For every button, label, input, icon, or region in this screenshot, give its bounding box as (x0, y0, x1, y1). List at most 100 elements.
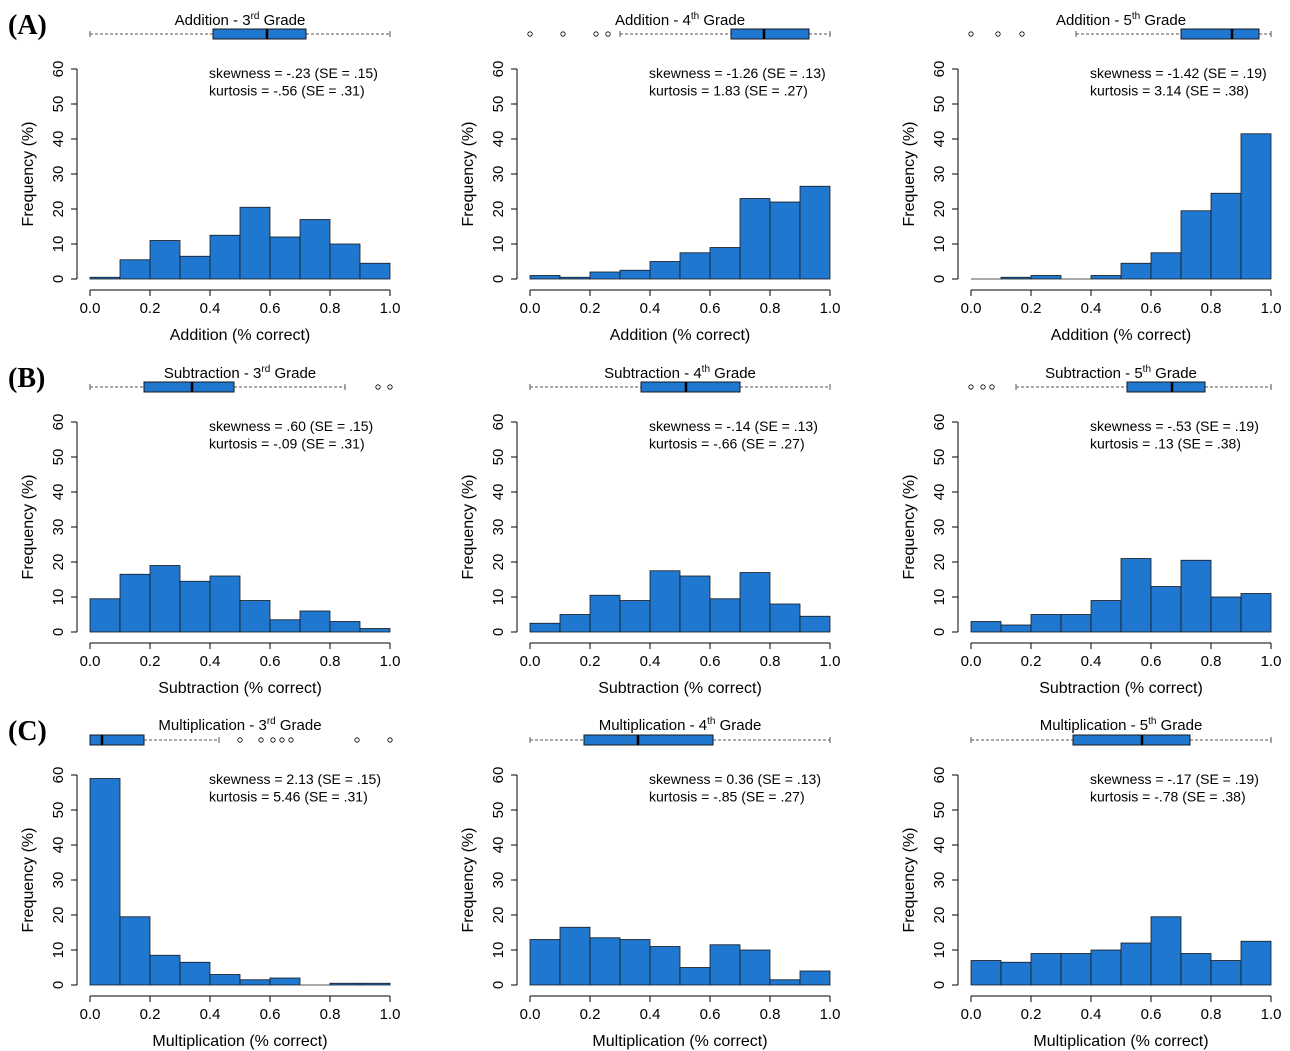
kurtosis-annotation: kurtosis = 3.14 (SE = .38) (1090, 82, 1249, 98)
x-axis-label: Multiplication (% correct) (592, 1033, 767, 1050)
panel-title: Subtraction - 4th Grade (604, 364, 756, 382)
histogram-bar (970, 621, 1002, 633)
histogram-bar (1120, 558, 1152, 633)
x-tick-label: 0.6 (1141, 653, 1162, 670)
histogram-bar (89, 276, 121, 280)
x-tick-label: 1.0 (820, 1006, 841, 1023)
y-tick-label: 0 (931, 628, 948, 636)
histogram-bar (739, 949, 771, 986)
boxplot-outlier (560, 31, 566, 37)
x-tick-label: 0.2 (1021, 653, 1042, 670)
y-tick-label: 30 (931, 872, 948, 889)
histogram-bar (329, 621, 361, 633)
y-tick-label: 10 (490, 236, 507, 253)
histogram-bar (589, 594, 621, 633)
histogram-bar (589, 937, 621, 986)
y-tick-label: 10 (931, 236, 948, 253)
kurtosis-annotation: kurtosis = 1.83 (SE = .27) (649, 82, 808, 98)
y-tick-label: 20 (50, 201, 67, 218)
histogram-panel-8: Multiplication - 4th Grade 0 10 20 30 40 50 60 F… (460, 716, 840, 1050)
y-tick-label: 30 (490, 519, 507, 536)
x-tick-label: 0.8 (320, 300, 341, 317)
y-tick-label: 60 (50, 767, 67, 784)
histogram-bar (649, 946, 681, 986)
boxplot-outlier (375, 384, 381, 390)
histogram-bar (269, 236, 301, 280)
histogram-bar (559, 926, 591, 986)
kurtosis-annotation: kurtosis = -.09 (SE = .31) (209, 435, 365, 451)
skewness-annotation: skewness = -.17 (SE = .19) (1090, 771, 1259, 787)
histogram-bar (529, 939, 561, 986)
histogram-bar (739, 198, 771, 280)
kurtosis-annotation: kurtosis = .13 (SE = .38) (1090, 435, 1241, 451)
x-tick-label: 0.2 (140, 653, 161, 670)
x-tick-label: 0.8 (1201, 653, 1222, 670)
x-tick-label: 0.6 (1141, 300, 1162, 317)
x-tick-label: 0.2 (580, 653, 601, 670)
boxplot-box (730, 28, 810, 40)
y-tick-label: 20 (50, 554, 67, 571)
x-tick-label: 0.6 (260, 300, 281, 317)
histogram-bar (529, 275, 561, 280)
boxplot-box (640, 381, 741, 393)
boxplot-outlier (279, 737, 285, 743)
y-tick-label: 30 (490, 872, 507, 889)
panel-title: Multiplication - 3rd Grade (158, 716, 321, 734)
x-tick-label: 1.0 (380, 1006, 401, 1023)
histogram-bar (1180, 559, 1212, 633)
histogram-bar (119, 573, 151, 633)
x-tick-label: 1.0 (380, 653, 401, 670)
y-tick-label: 30 (50, 872, 67, 889)
boxplot-box (1180, 28, 1260, 40)
histogram-bar (1090, 600, 1122, 633)
y-tick-label: 60 (50, 414, 67, 431)
panel-title: Multiplication - 5th Grade (1040, 716, 1203, 734)
histogram-bar (299, 610, 331, 633)
boxplot-outlier (968, 384, 974, 390)
histogram-bar (709, 944, 741, 986)
y-tick-label: 30 (50, 519, 67, 536)
boxplot-box (212, 28, 307, 40)
y-tick-label: 50 (490, 449, 507, 466)
kurtosis-annotation: kurtosis = -.56 (SE = .31) (209, 82, 365, 98)
histogram-bar (1030, 953, 1062, 986)
histogram-bar (529, 622, 561, 633)
y-tick-label: 40 (490, 484, 507, 501)
x-tick-label: 0.4 (640, 300, 661, 317)
histogram-bar (589, 271, 621, 280)
y-axis-label: Frequency (%) (460, 828, 477, 933)
x-tick-label: 0.6 (260, 1006, 281, 1023)
x-axis-label: Addition (% correct) (1051, 327, 1192, 344)
histogram-bar (1180, 210, 1212, 280)
panel-title: Addition - 3rd Grade (175, 11, 306, 29)
histogram-bar (739, 572, 771, 633)
histogram-panel-1: Addition - 3rd Grade 0 10 20 30 40 50 60 Frequen… (20, 11, 400, 344)
y-axis-label: Frequency (%) (901, 122, 918, 227)
histogram-bar (149, 240, 181, 280)
histogram-bar (239, 206, 271, 280)
y-tick-label: 40 (931, 837, 948, 854)
y-tick-label: 40 (931, 131, 948, 148)
histogram-bar (1090, 949, 1122, 986)
x-tick-label: 0.0 (520, 653, 541, 670)
x-tick-label: 0.6 (700, 300, 721, 317)
y-tick-label: 0 (50, 628, 67, 636)
y-tick-label: 50 (931, 802, 948, 819)
y-tick-label: 30 (490, 166, 507, 183)
y-axis-label: Frequency (%) (460, 475, 477, 580)
boxplot-outlier (980, 384, 986, 390)
histogram-panel-5: Subtraction - 4th Grade 0 10 20 30 40 50 60 Freq… (460, 364, 840, 697)
histogram-bar (619, 600, 651, 633)
y-tick-label: 60 (490, 61, 507, 78)
y-tick-label: 50 (50, 449, 67, 466)
histogram-bar (1060, 953, 1092, 986)
skewness-annotation: skewness = .60 (SE = .15) (209, 418, 373, 434)
x-tick-label: 1.0 (1261, 300, 1282, 317)
skewness-annotation: skewness = -1.26 (SE = .13) (649, 65, 826, 81)
histogram-panel-6: Subtraction - 5th Grade 0 10 20 30 40 50 60 Freq… (901, 364, 1281, 697)
histogram-bar (1060, 614, 1092, 633)
histogram-bar (1030, 614, 1062, 633)
histogram-bar (179, 961, 211, 986)
histogram-bar (1210, 192, 1242, 280)
histogram-bar (709, 598, 741, 633)
